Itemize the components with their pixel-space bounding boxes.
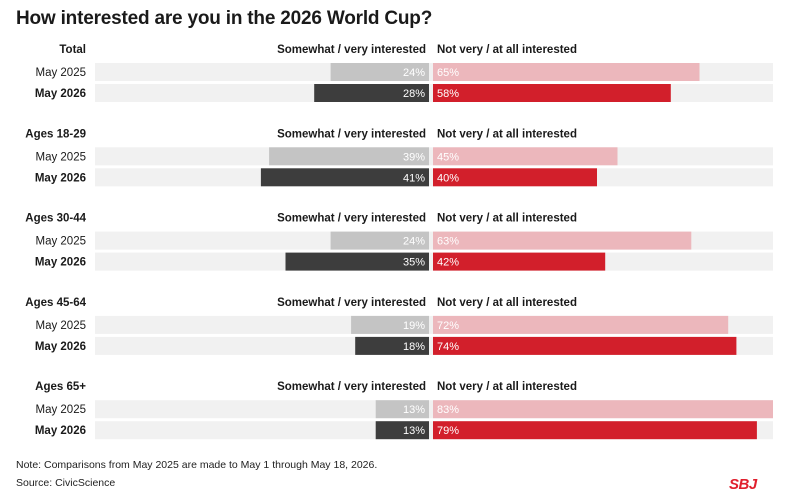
value-label-not-interested: 45%	[437, 151, 459, 163]
chart-title: How interested are you in the 2026 World…	[16, 8, 433, 29]
value-label-interested: 39%	[403, 151, 425, 163]
value-label-interested: 24%	[403, 236, 425, 248]
value-label-not-interested: 74%	[437, 341, 459, 353]
bar-interested	[351, 315, 429, 334]
value-label-not-interested: 63%	[437, 236, 459, 248]
value-label-interested: 28%	[403, 88, 425, 100]
row-label: May 2025	[35, 67, 86, 79]
group-label: Ages 30-44	[25, 213, 86, 225]
bar-interested	[375, 421, 429, 440]
value-label-not-interested: 58%	[437, 88, 459, 100]
row-label: May 2026	[35, 257, 86, 269]
diverging-bar-chart: Total Somewhat / very interested Not very …	[25, 44, 773, 440]
bar-not-interested	[433, 168, 597, 187]
bar-interested	[330, 231, 429, 250]
source-note: Source: CivicScience	[16, 477, 116, 489]
row-label: May 2026	[35, 88, 86, 100]
bar-not-interested	[433, 336, 737, 355]
value-label-not-interested: 83%	[437, 404, 459, 416]
column-label-interested: Somewhat / very interested	[277, 128, 426, 140]
column-label-not-interested: Not very / at all interested	[437, 213, 577, 225]
column-label-interested: Somewhat / very interested	[277, 44, 426, 56]
value-label-not-interested: 72%	[437, 320, 459, 332]
value-label-not-interested: 40%	[437, 172, 459, 184]
group-label: Ages 65+	[35, 381, 86, 393]
value-label-interested: 13%	[403, 404, 425, 416]
row-label: May 2026	[35, 341, 86, 353]
bar-interested	[260, 168, 429, 187]
row-label: May 2026	[35, 172, 86, 184]
bar-not-interested	[433, 84, 671, 102]
bar-not-interested	[433, 231, 692, 250]
bar-interested	[269, 147, 429, 166]
bar-not-interested	[433, 315, 729, 334]
bar-interested	[285, 252, 429, 271]
bar-not-interested	[433, 252, 606, 271]
bar-interested	[375, 400, 429, 419]
value-label-interested: 41%	[403, 172, 425, 184]
bar-not-interested	[433, 400, 773, 419]
value-label-interested: 24%	[403, 67, 425, 79]
bar-not-interested	[433, 147, 618, 166]
row-label: May 2026	[35, 425, 86, 437]
column-label-not-interested: Not very / at all interested	[437, 128, 577, 140]
value-label-not-interested: 42%	[437, 257, 459, 269]
value-label-interested: 13%	[403, 425, 425, 437]
group-label: Total	[59, 44, 86, 56]
column-label-interested: Somewhat / very interested	[277, 381, 426, 393]
row-label: May 2025	[35, 151, 86, 163]
value-label-not-interested: 65%	[437, 67, 459, 79]
bar-not-interested	[433, 63, 700, 81]
value-label-interested: 18%	[403, 341, 425, 353]
footnote: Note: Comparisons from May 2025 are made…	[16, 459, 378, 471]
group-label: Ages 18-29	[25, 128, 86, 140]
column-label-not-interested: Not very / at all interested	[437, 44, 577, 56]
group-label: Ages 45-64	[25, 297, 86, 309]
bar-interested	[314, 84, 429, 102]
bar-interested	[355, 336, 429, 355]
row-label: May 2025	[35, 404, 86, 416]
bar-not-interested	[433, 421, 757, 440]
column-label-not-interested: Not very / at all interested	[437, 297, 577, 309]
value-label-interested: 35%	[403, 257, 425, 269]
row-label: May 2025	[35, 236, 86, 248]
column-label-interested: Somewhat / very interested	[277, 297, 426, 309]
value-label-not-interested: 79%	[437, 425, 459, 437]
value-label-interested: 19%	[403, 320, 425, 332]
bar-interested	[330, 63, 429, 81]
column-label-interested: Somewhat / very interested	[277, 213, 426, 225]
row-label: May 2025	[35, 320, 86, 332]
column-label-not-interested: Not very / at all interested	[437, 381, 577, 393]
sbj-logo: SBJ	[729, 476, 757, 493]
